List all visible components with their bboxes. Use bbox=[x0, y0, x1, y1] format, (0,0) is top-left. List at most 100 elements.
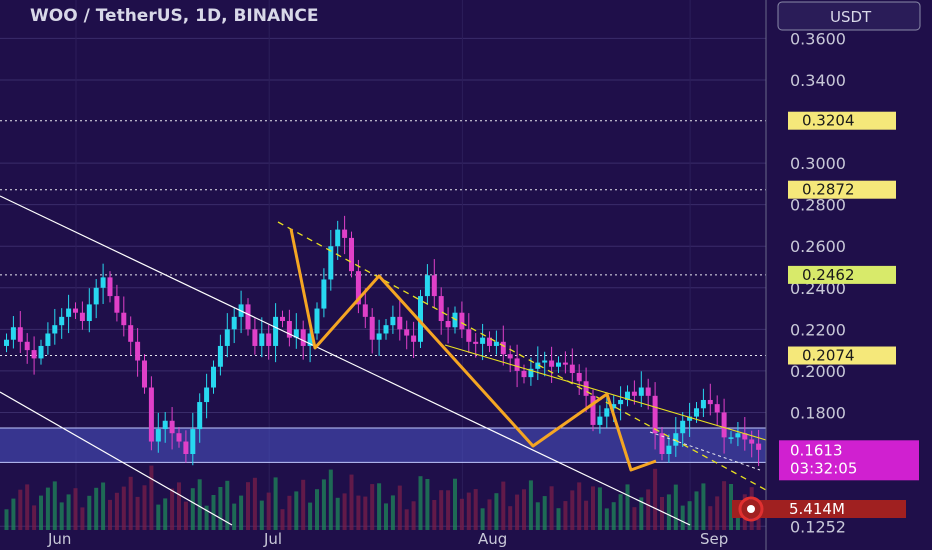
level-tag bbox=[788, 180, 896, 199]
candle-body bbox=[342, 229, 348, 238]
candle-body bbox=[597, 416, 603, 425]
volume-value: 5.414M bbox=[789, 500, 845, 518]
volume-bar bbox=[625, 484, 630, 530]
candle-body bbox=[217, 345, 223, 367]
candle-body bbox=[694, 408, 699, 417]
currency-button[interactable]: USDT bbox=[777, 1, 921, 31]
support-zone bbox=[0, 427, 766, 463]
candle-body bbox=[604, 408, 610, 417]
volume-bar bbox=[363, 496, 368, 530]
candle-body bbox=[376, 333, 382, 340]
candle-body bbox=[742, 433, 748, 440]
candle-body bbox=[211, 366, 216, 388]
volume-bar bbox=[459, 498, 464, 530]
candle-body bbox=[383, 325, 389, 334]
candle-body bbox=[452, 312, 458, 328]
volume-bar bbox=[370, 484, 375, 530]
candle-body bbox=[666, 445, 672, 455]
volume-bar bbox=[577, 482, 582, 530]
time-tick-label: Jun bbox=[47, 530, 71, 548]
candle-body bbox=[673, 433, 679, 446]
volume-bar bbox=[404, 509, 409, 530]
candle-body bbox=[569, 364, 575, 373]
candle-body bbox=[397, 316, 403, 330]
time-tick-label: Jul bbox=[263, 530, 282, 548]
trend-line-dashed bbox=[277, 221, 767, 491]
price-axis: 0.36000.34000.30000.28000.26000.24000.22… bbox=[779, 29, 919, 536]
volume-bar bbox=[246, 482, 250, 530]
candle-body bbox=[652, 395, 658, 434]
price-tick-label: 0.2800 bbox=[790, 196, 846, 215]
candle-body bbox=[190, 429, 196, 455]
candle-body bbox=[66, 308, 72, 317]
volume-bar bbox=[197, 479, 202, 530]
volume-bar bbox=[114, 492, 119, 530]
time-axis: Jun Jul Aug Sep bbox=[47, 530, 728, 548]
candle-body bbox=[562, 362, 568, 365]
volume-bar bbox=[384, 503, 388, 530]
volume-bar bbox=[473, 489, 478, 530]
candle-body bbox=[224, 329, 230, 346]
candle-body bbox=[280, 316, 285, 322]
candle-body bbox=[756, 443, 762, 450]
volume-bar bbox=[335, 497, 340, 530]
volume-bar bbox=[556, 508, 561, 530]
candle-body bbox=[107, 277, 113, 297]
volume-bars bbox=[4, 465, 761, 530]
volume-bar bbox=[515, 494, 520, 530]
time-tick-label: Sep bbox=[700, 530, 728, 548]
candle-body bbox=[680, 420, 686, 434]
volume-bar bbox=[549, 486, 554, 530]
volume-bar bbox=[204, 505, 209, 530]
candle-body bbox=[535, 362, 541, 369]
candle-body bbox=[10, 327, 16, 340]
volume-bar bbox=[149, 465, 154, 530]
candle-body bbox=[307, 333, 313, 346]
channel-line-lower bbox=[0, 391, 233, 526]
volume-bar bbox=[729, 484, 733, 530]
volume-bar bbox=[542, 496, 547, 530]
volume-bar bbox=[301, 479, 306, 530]
level-tag bbox=[788, 111, 896, 130]
zigzag-pattern bbox=[289, 228, 657, 472]
volume-bar bbox=[25, 484, 30, 530]
candle-body bbox=[142, 360, 147, 388]
candle-body bbox=[148, 387, 154, 442]
volume-bar bbox=[660, 497, 664, 530]
price-tick-label: 0.1252 bbox=[790, 517, 846, 536]
candle-body bbox=[135, 341, 141, 361]
volume-bar bbox=[211, 495, 216, 530]
candle-body bbox=[487, 337, 492, 346]
volume-bar bbox=[80, 507, 85, 530]
candle-body bbox=[542, 360, 548, 363]
candle-body bbox=[335, 229, 341, 247]
candle-body bbox=[625, 391, 630, 400]
candle-body bbox=[411, 335, 417, 342]
volume-bar bbox=[135, 496, 140, 530]
volume-bar bbox=[708, 506, 713, 530]
volume-bar bbox=[308, 502, 313, 530]
volume-bar bbox=[453, 478, 457, 530]
candle-body bbox=[631, 391, 637, 396]
volume-bar bbox=[177, 482, 181, 530]
volume-bar bbox=[328, 469, 333, 530]
price-tick-label: 0.3600 bbox=[790, 29, 846, 48]
volume-bar bbox=[163, 498, 168, 530]
volume-bar bbox=[611, 502, 616, 530]
candle-body bbox=[155, 429, 161, 442]
candle-body bbox=[38, 345, 44, 359]
candle-body bbox=[169, 420, 175, 434]
volume-bar bbox=[45, 487, 50, 530]
candle-body bbox=[183, 441, 189, 455]
candle-body bbox=[404, 329, 410, 336]
candle-body bbox=[521, 370, 527, 378]
volume-bar bbox=[225, 480, 230, 530]
channel-line-upper bbox=[0, 195, 691, 526]
volume-indicator-icon[interactable] bbox=[738, 496, 764, 522]
level-tag-label: 0.2872 bbox=[802, 181, 855, 199]
candle-body bbox=[121, 312, 127, 326]
volume-bar bbox=[722, 481, 727, 530]
level-tag-label: 0.3204 bbox=[802, 112, 855, 130]
candle-body bbox=[73, 308, 78, 313]
volume-bar bbox=[597, 487, 602, 530]
